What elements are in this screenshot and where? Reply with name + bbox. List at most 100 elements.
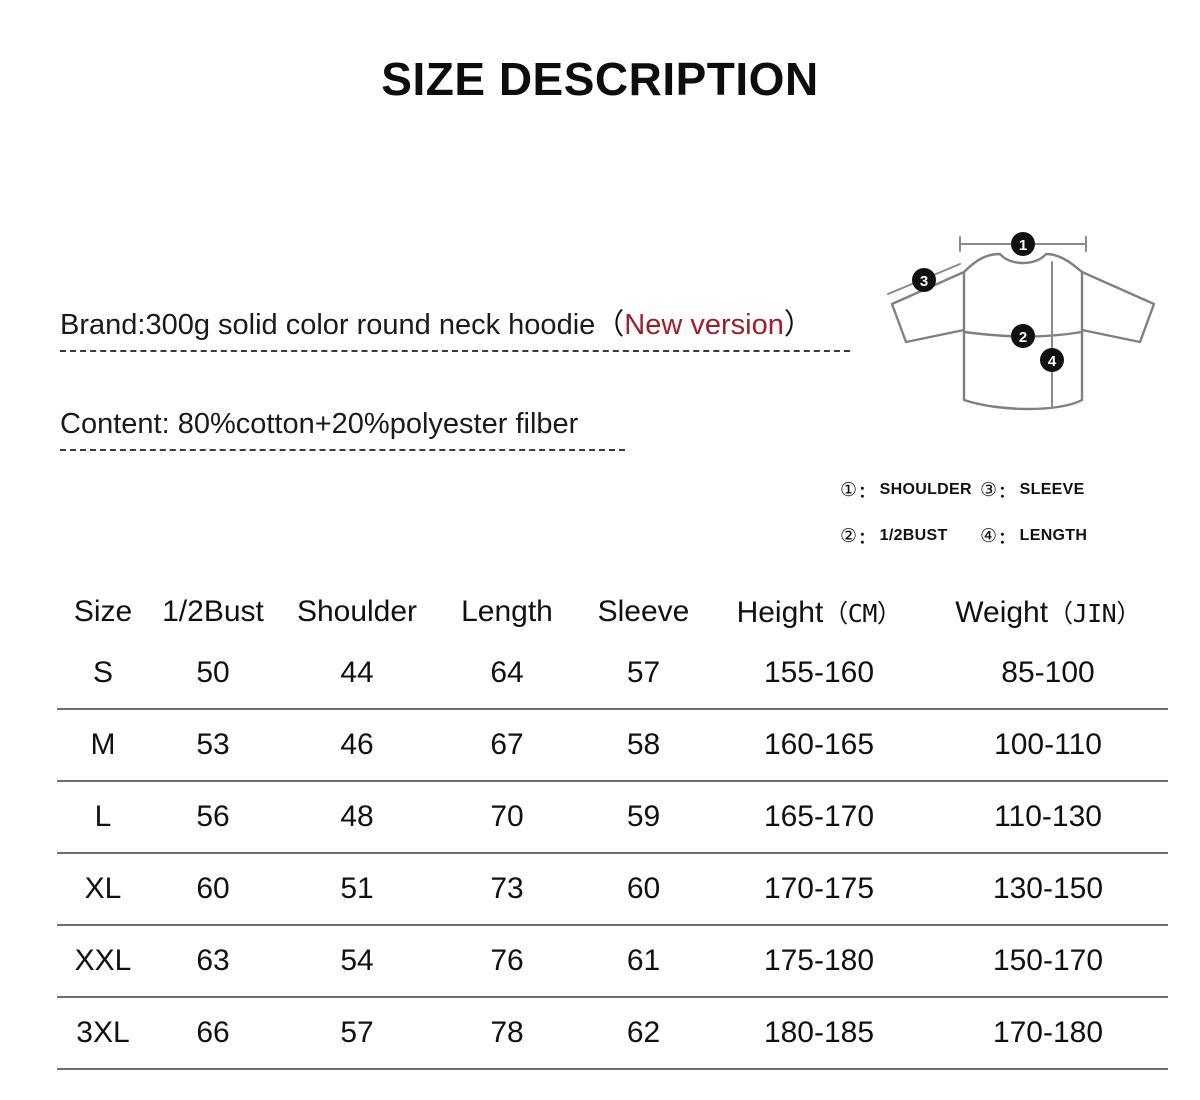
cell-size: M bbox=[57, 709, 149, 782]
legend-item-shoulder: ① ： SHOULDER bbox=[840, 478, 980, 502]
cell-bust: 53 bbox=[149, 709, 277, 782]
cell-length: 73 bbox=[437, 853, 577, 926]
table-header-row: Size 1/2Bust Shoulder Length Sleeve Heig… bbox=[57, 586, 1168, 638]
table-row: L 56 48 70 59 165-170 110-130 bbox=[57, 781, 1168, 854]
cell-height: 180-185 bbox=[710, 997, 928, 1070]
cell-sleeve: 62 bbox=[577, 997, 710, 1070]
legend-colon: ： bbox=[858, 484, 875, 501]
cell-shoulder: 57 bbox=[277, 997, 437, 1070]
cell-weight: 170-180 bbox=[928, 997, 1168, 1070]
svg-text:4: 4 bbox=[1048, 353, 1057, 370]
cell-size: XL bbox=[57, 853, 149, 926]
cell-sleeve: 59 bbox=[577, 781, 710, 854]
column-header-length: Length bbox=[437, 586, 577, 638]
cell-length: 70 bbox=[437, 781, 577, 854]
diagram-markers: 1 3 2 4 bbox=[912, 232, 1064, 372]
column-header-bust: 1/2Bust bbox=[149, 586, 277, 638]
svg-text:3: 3 bbox=[920, 273, 928, 290]
cell-size: L bbox=[57, 781, 149, 854]
legend-item-length: ④ ： LENGTH bbox=[980, 524, 1185, 548]
brand-dashed-rule bbox=[60, 349, 850, 352]
content-label: Content: bbox=[60, 407, 170, 440]
cell-sleeve: 61 bbox=[577, 925, 710, 998]
garment-neckline bbox=[962, 252, 1084, 274]
cell-sleeve: 58 bbox=[577, 709, 710, 782]
size-table-body: S 50 44 64 57 155-160 85-100 M 53 46 67 … bbox=[57, 638, 1168, 1070]
cell-bust: 60 bbox=[149, 853, 277, 926]
cell-length: 64 bbox=[437, 638, 577, 710]
legend-colon: ： bbox=[998, 484, 1015, 501]
brand-note-close-paren: ） bbox=[783, 309, 813, 341]
legend-colon: ： bbox=[858, 530, 875, 547]
cell-weight: 100-110 bbox=[928, 709, 1168, 782]
legend-colon: ： bbox=[998, 530, 1015, 547]
legend-item-bust: ② ： 1/2BUST bbox=[840, 524, 980, 548]
legend-label-shoulder: SHOULDER bbox=[879, 481, 972, 498]
svg-text:2: 2 bbox=[1019, 329, 1027, 346]
legend-label-length: LENGTH bbox=[1019, 527, 1088, 544]
cell-weight: 85-100 bbox=[928, 638, 1168, 710]
cell-weight: 110-130 bbox=[928, 781, 1168, 854]
column-header-height: Height（CM） bbox=[710, 586, 928, 638]
marker-3: 3 bbox=[912, 268, 936, 292]
header-unit: （JIN） bbox=[1048, 599, 1141, 628]
info-spacer bbox=[60, 352, 850, 407]
cell-length: 76 bbox=[437, 925, 577, 998]
cell-height: 170-175 bbox=[710, 853, 928, 926]
column-header-weight: Weight（JIN） bbox=[928, 586, 1168, 638]
cell-height: 165-170 bbox=[710, 781, 928, 854]
cell-weight: 150-170 bbox=[928, 925, 1168, 998]
cell-sleeve: 60 bbox=[577, 853, 710, 926]
measurement-legend: ① ： SHOULDER ③ ： SLEEVE ② ： 1/2BUST ④ ： … bbox=[840, 478, 1185, 548]
header-unit: （CM） bbox=[823, 599, 902, 628]
marker-4: 4 bbox=[1040, 348, 1064, 372]
cell-shoulder: 46 bbox=[277, 709, 437, 782]
cell-height: 175-180 bbox=[710, 925, 928, 998]
circled-four-icon: ④ bbox=[980, 525, 998, 547]
cell-bust: 50 bbox=[149, 638, 277, 710]
table-row: XXL 63 54 76 61 175-180 150-170 bbox=[57, 925, 1168, 998]
cell-bust: 66 bbox=[149, 997, 277, 1070]
content-line: Content: 80%cotton+20%polyester filber bbox=[60, 407, 850, 442]
table-row: 3XL 66 57 78 62 180-185 170-180 bbox=[57, 997, 1168, 1070]
cell-bust: 56 bbox=[149, 781, 277, 854]
cell-shoulder: 44 bbox=[277, 638, 437, 710]
garment-diagram: 1 3 2 4 bbox=[860, 232, 1200, 442]
header-text: Weight bbox=[955, 596, 1049, 629]
content-value: 80%cotton+20%polyester filber bbox=[169, 407, 579, 440]
cell-shoulder: 48 bbox=[277, 781, 437, 854]
table-row: S 50 44 64 57 155-160 85-100 bbox=[57, 638, 1168, 710]
header-text: Length bbox=[461, 595, 553, 628]
brand-note-open-paren: （ bbox=[595, 309, 625, 341]
header-text: Height bbox=[736, 596, 824, 629]
brand-note: New version bbox=[624, 309, 784, 341]
column-header-shoulder: Shoulder bbox=[277, 586, 437, 638]
header-text: Sleeve bbox=[597, 595, 690, 628]
header-text: Shoulder bbox=[296, 595, 418, 628]
column-header-size: Size bbox=[57, 586, 149, 638]
cell-length: 67 bbox=[437, 709, 577, 782]
table-row: M 53 46 67 58 160-165 100-110 bbox=[57, 709, 1168, 782]
garment-body-outline bbox=[962, 270, 1084, 411]
cell-height: 155-160 bbox=[710, 638, 928, 710]
brand-value: 300g solid color round neck hoodie bbox=[145, 309, 596, 341]
circled-two-icon: ② bbox=[840, 525, 858, 547]
legend-item-sleeve: ③ ： SLEEVE bbox=[980, 478, 1185, 502]
header-text: Size bbox=[73, 595, 133, 628]
cell-size: S bbox=[57, 638, 149, 710]
cell-size: XXL bbox=[57, 925, 149, 998]
marker-2: 2 bbox=[1011, 324, 1035, 348]
cell-size: 3XL bbox=[57, 997, 149, 1070]
garment-right-sleeve bbox=[1080, 270, 1156, 344]
cell-weight: 130-150 bbox=[928, 853, 1168, 926]
cell-shoulder: 51 bbox=[277, 853, 437, 926]
legend-label-sleeve: SLEEVE bbox=[1019, 481, 1085, 498]
column-header-sleeve: Sleeve bbox=[577, 586, 710, 638]
cell-shoulder: 54 bbox=[277, 925, 437, 998]
header-text: 1/2Bust bbox=[162, 595, 264, 628]
garment-illustration-svg: 1 3 2 4 bbox=[887, 232, 1156, 411]
svg-text:1: 1 bbox=[1019, 237, 1027, 254]
product-info-block: Brand:300g solid color round neck hoodie… bbox=[60, 308, 850, 451]
size-table-head: Size 1/2Bust Shoulder Length Sleeve Heig… bbox=[57, 586, 1168, 638]
cell-length: 78 bbox=[437, 997, 577, 1070]
